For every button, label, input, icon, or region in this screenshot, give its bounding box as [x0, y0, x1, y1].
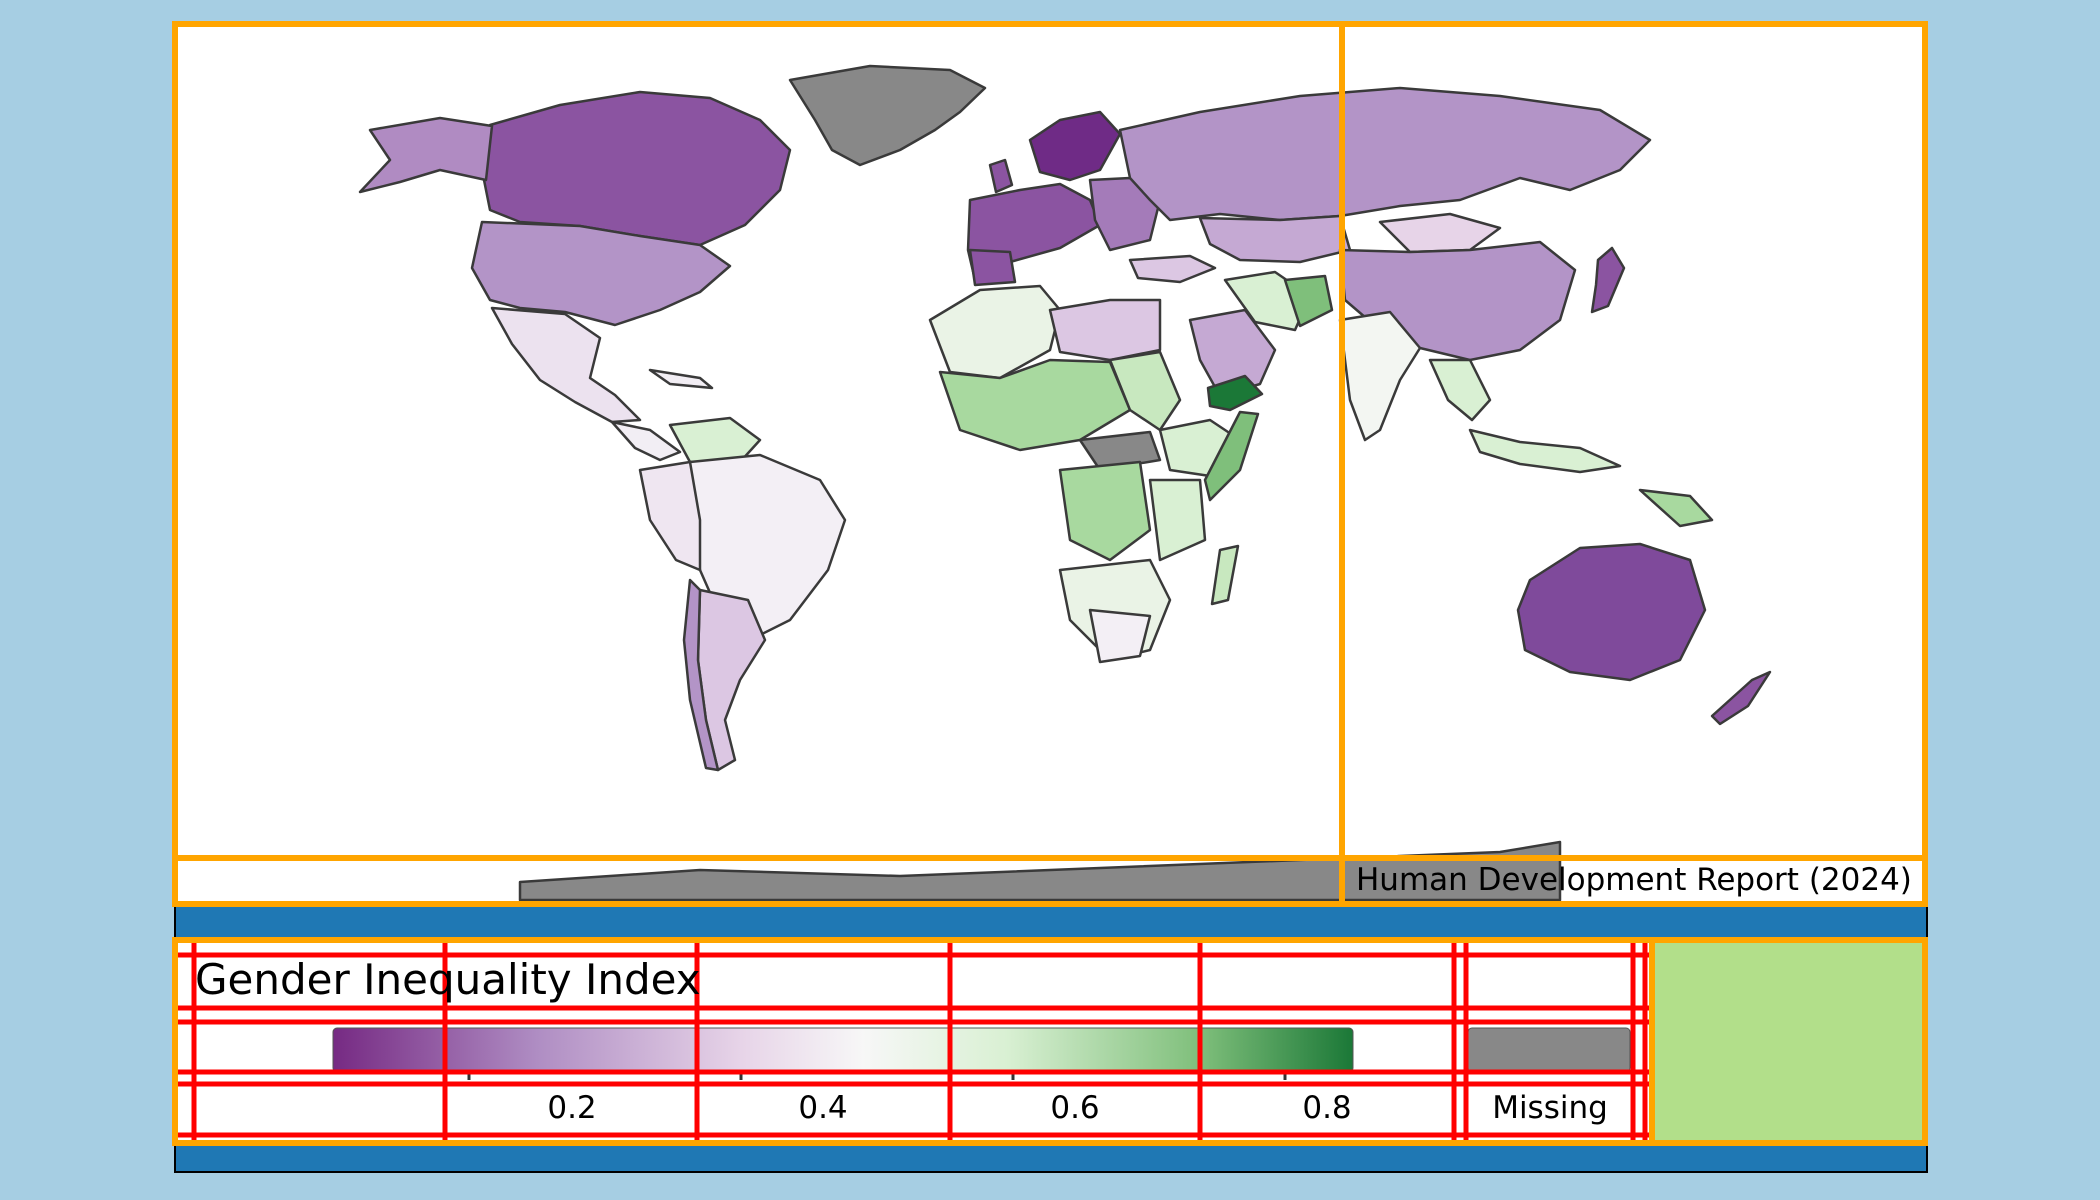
country-greenland	[788, 64, 987, 167]
country-libya-egypt	[1048, 298, 1162, 362]
country-south-africa	[1088, 608, 1152, 664]
country-india	[1338, 310, 1422, 442]
country-congo	[1058, 460, 1152, 562]
country-australia	[1516, 542, 1707, 682]
country-papua-new-guinea	[1638, 488, 1714, 528]
country-new-zealand	[1710, 670, 1772, 726]
country-canada	[480, 90, 792, 247]
country-peru	[638, 460, 702, 572]
legend-title: Gender Inequality Index	[195, 955, 701, 1004]
country-yemen	[1206, 374, 1264, 412]
country-indonesia	[1468, 428, 1622, 474]
country-uk	[988, 158, 1014, 194]
source-caption: Human Development Report (2024)	[1356, 862, 1912, 898]
country-central-america	[610, 420, 682, 462]
country-east-africa	[1148, 478, 1207, 562]
map-frame	[172, 21, 1928, 907]
country-kazakhstan	[1198, 214, 1352, 264]
tick-label-1: 0.4	[798, 1090, 848, 1126]
country-chile	[682, 578, 720, 772]
country-iberia	[968, 248, 1017, 287]
country-japan	[1590, 246, 1626, 314]
country-turkey	[1128, 254, 1217, 284]
tick-label-0: 0.2	[547, 1090, 597, 1126]
country-russia	[1118, 86, 1652, 222]
country-usa	[470, 220, 732, 327]
tick-label-3: 0.8	[1302, 1090, 1352, 1126]
legend-grid	[175, 940, 1650, 1140]
country-mexico	[490, 306, 642, 424]
legend-spacer	[1655, 940, 1927, 1140]
tick-label-2: 0.6	[1050, 1090, 1100, 1126]
missing-label: Missing	[1492, 1090, 1608, 1126]
country-afghanistan	[1283, 274, 1334, 328]
country-mongolia	[1378, 212, 1502, 254]
countries	[358, 64, 1772, 902]
country-sudan	[1108, 350, 1182, 432]
country-scandinavia	[1028, 110, 1122, 182]
country-madagascar	[1210, 544, 1240, 606]
legend-frame	[172, 937, 1928, 1146]
country-somalia	[1203, 410, 1260, 502]
country-alaska	[358, 116, 494, 194]
country-southeast-asia	[1428, 358, 1492, 422]
country-central-africa	[1078, 430, 1162, 472]
missing-swatch	[1467, 1027, 1631, 1073]
country-cuba	[648, 368, 714, 390]
country-venezuela-region	[668, 416, 762, 464]
